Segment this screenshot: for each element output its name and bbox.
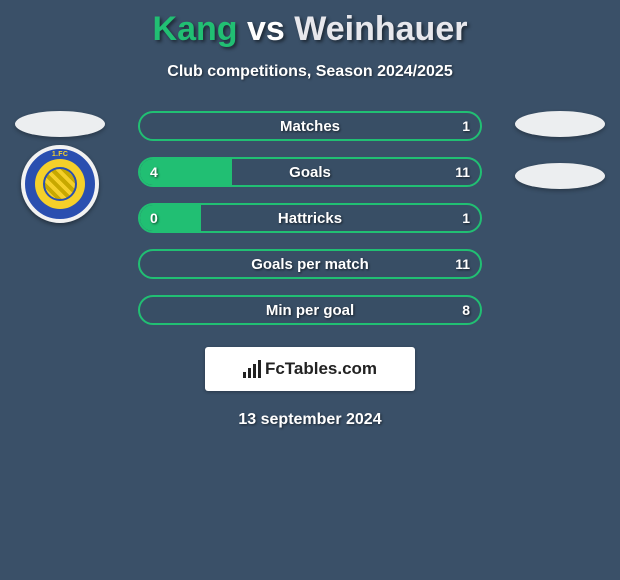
stat-value-right: 1 [462, 205, 470, 231]
subtitle: Club competitions, Season 2024/2025 [0, 63, 620, 81]
badge-ball-icon [43, 167, 77, 201]
badge-text: 1.FC [25, 151, 95, 158]
stat-row: Hattricks0 1 [138, 203, 482, 233]
stat-value-right: 8 [462, 297, 470, 323]
left-side-column: 1.FC [0, 111, 120, 223]
player1-placeholder-ellipse [15, 111, 105, 137]
stat-row: Goals per match11 [138, 249, 482, 279]
stat-value-left: 0 [150, 205, 158, 231]
vs-text: vs [247, 10, 285, 48]
stat-bars-container: Matches1Goals411Hattricks01Goals per mat… [138, 111, 482, 325]
player2-name: Weinhauer [294, 10, 467, 48]
stat-row: Goals4 11 [138, 157, 482, 187]
player2-placeholder-ellipse-1 [515, 111, 605, 137]
stat-label: Goals per match [140, 251, 480, 277]
stat-label: Hattricks [140, 205, 480, 231]
brand-box: FcTables.com [205, 347, 415, 391]
stat-label: Matches [140, 113, 480, 139]
player1-name: Kang [153, 10, 238, 48]
player2-placeholder-ellipse-2 [515, 163, 605, 189]
brand-bars-icon [243, 360, 261, 378]
stat-value-right: 1 [462, 113, 470, 139]
comparison-title: Kang vs Weinhauer [0, 0, 620, 49]
date-text: 13 september 2024 [0, 411, 620, 429]
stat-value-right: 11 [455, 251, 470, 277]
stat-label: Min per goal [140, 297, 480, 323]
stats-arena: 1.FC Matches1Goals411Hattricks01Goals pe… [0, 111, 620, 325]
stat-row: Min per goal8 [138, 295, 482, 325]
stat-value-right: 11 [455, 159, 470, 185]
stat-value-left: 4 [150, 159, 158, 185]
right-side-column [500, 111, 620, 189]
brand-text: FcTables.com [265, 359, 377, 379]
stat-row: Matches1 [138, 111, 482, 141]
player1-club-badge: 1.FC [21, 145, 99, 223]
badge-inner [35, 159, 85, 209]
stat-label: Goals [140, 159, 480, 185]
